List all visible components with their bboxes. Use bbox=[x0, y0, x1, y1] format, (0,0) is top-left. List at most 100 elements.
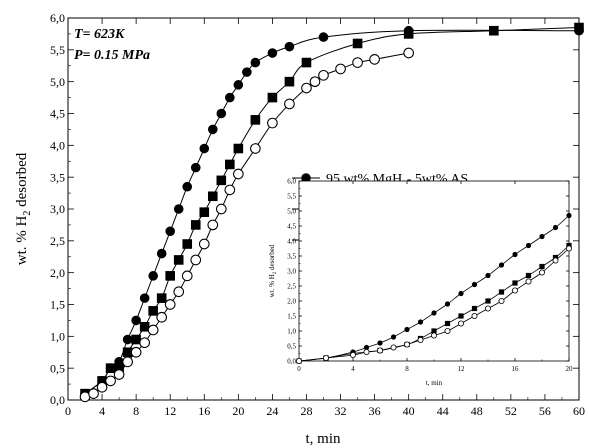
main-series bbox=[79, 22, 584, 403]
y-tick-label: 3,0 bbox=[50, 202, 65, 216]
inset-x-tick-label: 4 bbox=[351, 365, 355, 373]
inset-data-point-series-3 bbox=[444, 327, 451, 334]
inset-data-point-series-2 bbox=[485, 298, 491, 304]
data-point-series-2 bbox=[233, 143, 244, 154]
inset-data-point-series-1 bbox=[377, 340, 383, 346]
y-tick-label: 3,5 bbox=[50, 170, 65, 184]
inset-data-point-series-3 bbox=[349, 351, 356, 358]
inset-data-point-series-3 bbox=[390, 344, 397, 351]
data-point-series-3 bbox=[139, 337, 150, 349]
data-point-series-3 bbox=[173, 286, 185, 298]
data-point-series-1 bbox=[139, 293, 150, 303]
data-point-series-2 bbox=[225, 159, 235, 170]
inset-data-point-series-3 bbox=[552, 257, 559, 264]
x-tick-label: 4 bbox=[99, 404, 105, 418]
data-point-series-3 bbox=[352, 57, 363, 68]
inset-y-tick-label: 5,0 bbox=[287, 207, 296, 215]
inset-data-point-series-3 bbox=[417, 336, 424, 343]
y-tick-label: 4,0 bbox=[50, 139, 65, 153]
data-point-series-2 bbox=[97, 376, 107, 386]
inset-data-point-series-1 bbox=[417, 319, 424, 325]
inset-data-point-series-2 bbox=[525, 272, 532, 279]
x-tick-label: 20 bbox=[232, 404, 244, 418]
inset-y-tick-label: 4,0 bbox=[287, 237, 296, 245]
inset-x-tick-label: 20 bbox=[566, 365, 574, 373]
inset-x-tick-label: 16 bbox=[512, 365, 520, 373]
inset-data-point-series-2 bbox=[498, 289, 505, 295]
inset-data-point-series-3 bbox=[322, 354, 329, 361]
inset-data-point-series-1 bbox=[485, 272, 491, 279]
inset-data-point-series-2 bbox=[566, 242, 572, 249]
data-point-series-1 bbox=[318, 32, 329, 42]
data-point-series-2 bbox=[173, 255, 184, 265]
y-tick-label: 0,5 bbox=[50, 361, 65, 375]
data-point-series-1 bbox=[267, 48, 278, 58]
data-point-series-3 bbox=[130, 346, 142, 358]
data-point-series-1 bbox=[148, 271, 158, 281]
inset-y-tick-label: 3,5 bbox=[287, 252, 296, 260]
inset-data-point-series-1 bbox=[404, 326, 410, 333]
pressure-annotation: P= 0.15 MPa bbox=[74, 48, 150, 63]
data-point-series-1 bbox=[250, 57, 261, 68]
data-point-series-3 bbox=[147, 324, 159, 336]
inset-x-tick-label: 12 bbox=[458, 365, 466, 373]
data-point-series-3 bbox=[156, 311, 168, 323]
data-point-series-1 bbox=[173, 204, 184, 214]
inset-data-point-series-3 bbox=[484, 305, 491, 312]
data-point-series-3 bbox=[122, 356, 133, 368]
inset-data-point-series-3 bbox=[363, 348, 370, 355]
data-point-series-1 bbox=[156, 248, 167, 259]
inset-data-point-series-3 bbox=[566, 245, 573, 252]
data-point-series-3 bbox=[113, 369, 125, 380]
data-point-series-1 bbox=[216, 108, 227, 119]
data-point-series-3 bbox=[215, 203, 227, 215]
y-tick-label: 1,0 bbox=[50, 330, 65, 344]
y-tick-label: 6,0 bbox=[50, 11, 65, 25]
inset-y-tick-label: 1,0 bbox=[287, 327, 296, 335]
data-point-series-2 bbox=[284, 76, 295, 87]
inset-data-point-series-3 bbox=[430, 332, 437, 339]
x-tick-label: 24 bbox=[266, 404, 278, 418]
inset-data-point-series-3 bbox=[471, 312, 478, 319]
inset-data-point-series-2 bbox=[552, 254, 559, 261]
inset-y-tick-label: 2,5 bbox=[287, 282, 296, 290]
inset-y-tick-label: 2,0 bbox=[287, 297, 296, 305]
inset-data-point-series-1 bbox=[512, 251, 518, 258]
inset-data-point-series-1 bbox=[566, 212, 572, 219]
inset-data-point-series-1 bbox=[471, 281, 478, 288]
data-point-series-1 bbox=[207, 124, 218, 135]
data-point-series-1 bbox=[190, 162, 201, 173]
data-point-series-1 bbox=[165, 226, 175, 237]
inset-data-point-series-3 bbox=[403, 341, 410, 348]
inset-y-tick-label: 0,0 bbox=[287, 357, 296, 365]
inset-data-point-series-3 bbox=[498, 297, 505, 304]
inset-data-point-series-3 bbox=[512, 287, 519, 294]
inset-x-tick-label: 8 bbox=[405, 365, 409, 373]
x-tick-label: 52 bbox=[505, 404, 517, 418]
data-point-series-1 bbox=[199, 143, 210, 154]
inset-series bbox=[295, 212, 573, 364]
data-point-series-3 bbox=[232, 168, 244, 180]
inset-x-axis-label: t, min bbox=[426, 379, 443, 387]
inset-data-point-series-1 bbox=[431, 310, 437, 316]
x-tick-label: 48 bbox=[471, 404, 483, 418]
data-point-series-2 bbox=[267, 92, 278, 103]
inset-ticks: 0 4 8 12 16 20 0,0 0,5 1,0 1,5 2,0 2,5 3,0 3,5 4,0 4,5 5… bbox=[287, 177, 573, 373]
inset-data-point-series-2 bbox=[458, 313, 464, 319]
inset-data-point-series-3 bbox=[295, 357, 302, 364]
inset-x-tick-label: 0 bbox=[297, 365, 301, 373]
x-tick-label: 16 bbox=[198, 404, 210, 418]
data-point-series-2 bbox=[148, 306, 158, 316]
inset-data-point-series-2 bbox=[471, 305, 478, 312]
data-point-series-3 bbox=[335, 63, 346, 75]
x-axis-label: t, min bbox=[305, 431, 341, 447]
inset-y-tick-label: 4,5 bbox=[287, 222, 296, 230]
data-point-series-3 bbox=[105, 375, 116, 387]
y-tick-label: 2,5 bbox=[50, 234, 65, 248]
data-point-series-3 bbox=[96, 381, 108, 393]
data-point-series-2 bbox=[199, 207, 210, 217]
y-tick-label: 4,5 bbox=[50, 107, 65, 121]
y-tick-label: 1,5 bbox=[50, 298, 65, 312]
inset-y-tick-label: 3,0 bbox=[287, 267, 296, 275]
